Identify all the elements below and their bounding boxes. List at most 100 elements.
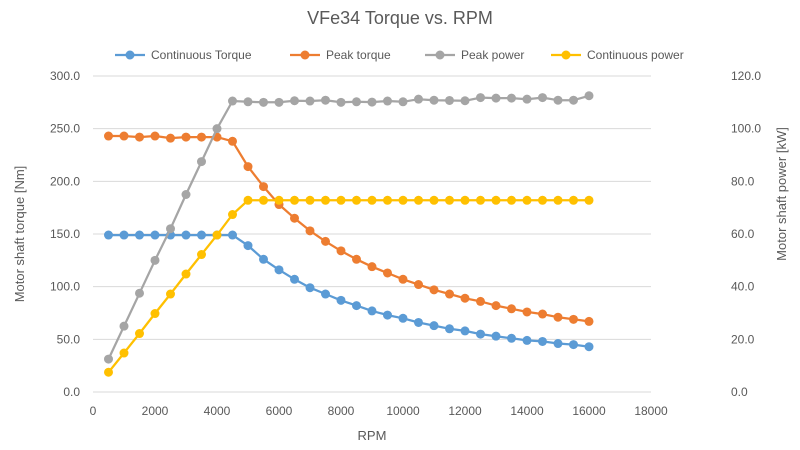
data-point-peak-power <box>414 94 423 104</box>
data-point-continuous-torque <box>197 230 206 240</box>
x-tick-label: 16000 <box>572 404 606 418</box>
data-point-continuous-power <box>367 195 377 205</box>
gridlines <box>93 75 651 393</box>
data-point-peak-power <box>135 288 144 298</box>
series-group <box>104 91 594 377</box>
data-point-peak-power <box>197 157 206 167</box>
data-point-peak-torque <box>166 133 175 143</box>
data-point-peak-power <box>491 93 501 103</box>
data-point-peak-power <box>290 96 299 106</box>
x-tick-label: 0 <box>90 404 97 418</box>
x-tick-label: 6000 <box>266 404 293 418</box>
data-point-peak-power <box>476 93 485 103</box>
x-axis-title: RPM <box>358 428 387 443</box>
data-point-peak-power <box>460 96 470 106</box>
data-point-continuous-power <box>383 195 392 205</box>
data-point-peak-torque <box>476 296 485 306</box>
data-point-continuous-torque <box>336 295 346 305</box>
data-point-continuous-power <box>569 195 578 205</box>
y-tick-label: 150.0 <box>50 227 80 241</box>
y2-tick-label: 100.0 <box>731 122 761 136</box>
data-point-continuous-torque <box>367 306 377 316</box>
data-point-peak-torque <box>290 213 299 223</box>
data-point-continuous-power <box>476 195 485 205</box>
data-point-peak-power <box>429 95 439 105</box>
data-point-peak-torque <box>104 131 113 141</box>
data-point-continuous-power <box>460 195 470 205</box>
legend-item-continuous-power: Continuous power <box>551 48 684 62</box>
data-point-continuous-power <box>243 195 253 205</box>
data-point-continuous-torque <box>352 301 361 311</box>
data-point-peak-torque <box>352 254 361 264</box>
data-point-peak-torque <box>398 274 408 284</box>
x-tick-label: 8000 <box>328 404 355 418</box>
legend-marker <box>300 50 310 60</box>
data-point-continuous-torque <box>522 335 532 345</box>
data-point-peak-torque <box>538 309 547 319</box>
x-tick-label: 10000 <box>386 404 420 418</box>
data-point-peak-torque <box>228 136 237 146</box>
data-point-peak-power <box>321 95 330 105</box>
data-point-continuous-torque <box>150 230 160 240</box>
data-point-peak-power <box>367 97 377 107</box>
data-point-continuous-power <box>584 195 594 205</box>
data-point-continuous-power <box>150 309 160 319</box>
data-point-continuous-power <box>212 230 222 240</box>
data-point-peak-torque <box>119 131 129 141</box>
data-point-continuous-torque <box>569 340 578 350</box>
data-point-peak-power <box>352 97 361 107</box>
legend-item-peak-torque: Peak torque <box>290 48 391 62</box>
data-point-continuous-power <box>228 210 237 220</box>
data-point-continuous-power <box>522 195 532 205</box>
legend-label: Continuous Torque <box>151 48 252 62</box>
data-point-continuous-torque <box>429 321 439 331</box>
data-point-continuous-power <box>197 250 206 260</box>
data-point-peak-power <box>383 96 392 106</box>
data-point-peak-power <box>212 124 222 134</box>
data-point-peak-torque <box>522 307 532 317</box>
data-point-peak-torque <box>460 293 470 303</box>
legend-label: Peak power <box>461 48 524 62</box>
data-point-continuous-torque <box>538 336 547 346</box>
legend: Continuous Torque Peak torque Peak power Co… <box>115 48 684 62</box>
data-point-peak-power <box>569 95 578 105</box>
data-point-continuous-power <box>553 195 563 205</box>
data-point-continuous-power <box>274 195 284 205</box>
x-tick-label: 4000 <box>204 404 231 418</box>
data-point-peak-power <box>274 97 284 107</box>
series-line-peak-power <box>107 94 590 360</box>
x-tick-label: 18000 <box>634 404 668 418</box>
data-point-peak-power <box>150 255 160 265</box>
data-point-continuous-torque <box>398 313 408 323</box>
data-point-continuous-torque <box>460 326 470 336</box>
data-point-peak-power <box>522 94 532 104</box>
data-point-peak-torque <box>150 131 160 141</box>
data-point-continuous-torque <box>584 342 594 352</box>
data-point-continuous-power <box>119 348 129 358</box>
data-point-peak-power <box>553 95 563 105</box>
data-point-continuous-torque <box>259 254 268 264</box>
data-point-continuous-power <box>135 329 144 339</box>
data-point-peak-torque <box>243 162 253 172</box>
data-point-continuous-power <box>429 195 439 205</box>
data-point-peak-power <box>305 96 315 106</box>
legend-label: Continuous power <box>587 48 684 62</box>
data-point-peak-power <box>538 93 547 103</box>
y-tick-label: 200.0 <box>50 174 80 188</box>
data-point-continuous-torque <box>243 241 253 251</box>
data-point-peak-torque <box>135 132 144 142</box>
y-tick-label: 250.0 <box>50 122 80 136</box>
data-point-peak-torque <box>569 314 578 324</box>
data-point-continuous-torque <box>553 339 563 349</box>
data-point-peak-torque <box>429 285 439 295</box>
series-line-continuous-torque <box>108 233 590 348</box>
y-tick-label: 100.0 <box>50 280 80 294</box>
y2-tick-label: 20.0 <box>731 332 755 346</box>
data-point-continuous-power <box>336 195 346 205</box>
data-point-continuous-torque <box>476 329 485 339</box>
data-point-peak-power <box>584 91 594 101</box>
data-point-peak-torque <box>491 301 501 311</box>
y-tick-label: 300.0 <box>50 69 80 83</box>
y-tick-label: 50.0 <box>57 332 81 346</box>
